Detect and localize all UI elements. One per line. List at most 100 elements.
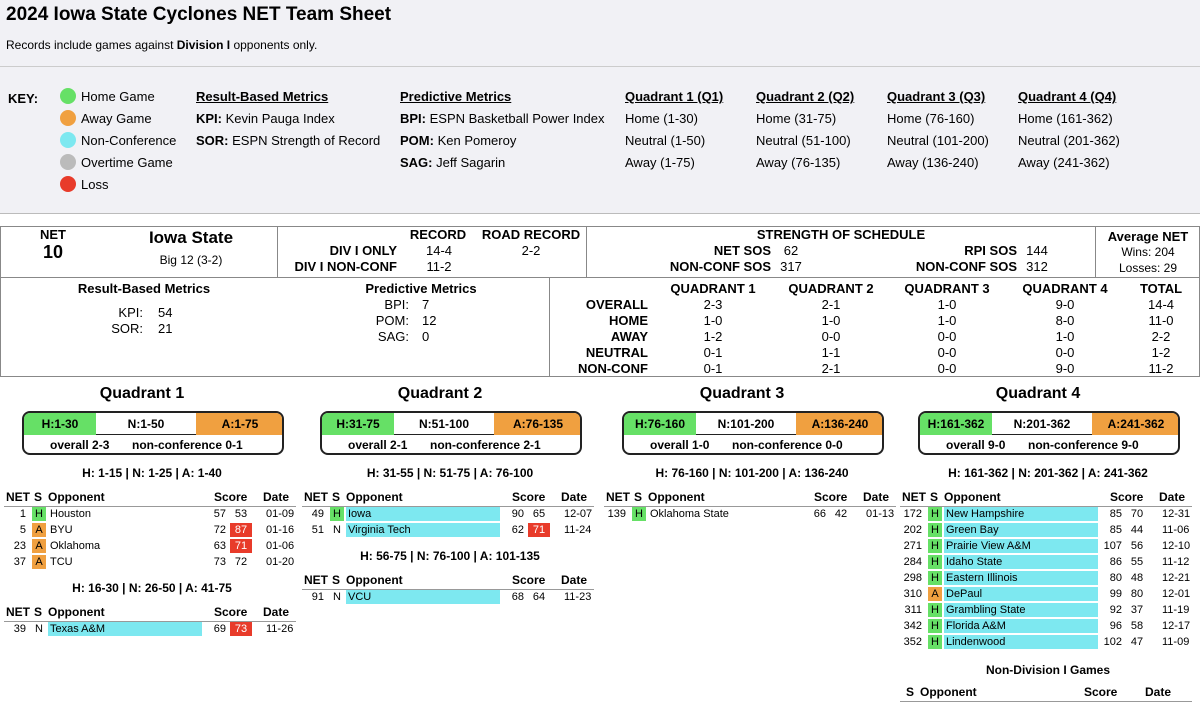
pill-nonconf: non-conference 0-1 bbox=[132, 438, 243, 452]
quad-table-cell: 9-0 bbox=[1055, 361, 1075, 376]
legend-dot bbox=[60, 132, 76, 148]
game-date: 11-06 bbox=[1162, 524, 1190, 536]
legend-label: Non-Conference bbox=[81, 133, 177, 148]
game-site-badge: H bbox=[928, 507, 942, 521]
pom-value: 12 bbox=[422, 313, 437, 328]
game-site-badge: H bbox=[928, 619, 942, 633]
pill-overall: overall 2-1 bbox=[348, 438, 408, 452]
game-row: 5 A BYU 72 87 01-16 bbox=[4, 523, 300, 537]
table-header-line bbox=[900, 701, 1192, 702]
col-opponent: Opponent bbox=[48, 605, 105, 619]
game-score-opponent: 37 bbox=[1130, 604, 1144, 616]
game-score-opponent: 64 bbox=[532, 591, 546, 603]
bpi-label: BPI: bbox=[384, 297, 409, 312]
legend-dot bbox=[60, 88, 76, 104]
nc-sos2-label: NON-CONF SOS bbox=[915, 259, 1017, 274]
legend-label: Loss bbox=[81, 177, 109, 192]
avg-net-label: Average NET bbox=[1107, 229, 1189, 244]
pill-home-range: H:76-160 bbox=[624, 413, 696, 435]
col-date: Date bbox=[561, 490, 588, 504]
table-header-line bbox=[900, 506, 1192, 507]
game-site-badge: H bbox=[928, 603, 942, 617]
game-score-team: 63 bbox=[213, 540, 226, 552]
legend-label: Away Game bbox=[81, 111, 152, 126]
col-net: NET bbox=[6, 490, 30, 504]
game-net-rank: 91 bbox=[311, 591, 324, 603]
game-site-badge: H bbox=[32, 507, 46, 521]
quad-table-cell: 0-0 bbox=[1055, 345, 1075, 360]
col-date: Date bbox=[1159, 490, 1186, 504]
quad-table-cell: 0-1 bbox=[703, 361, 723, 376]
game-date: 11-26 bbox=[266, 623, 294, 635]
pill-overall: overall 2-3 bbox=[50, 438, 110, 452]
game-opponent: Houston bbox=[50, 508, 91, 520]
group-header: H: 56-75 | N: 76-100 | A: 101-135 bbox=[360, 549, 540, 563]
game-net-rank: 342 bbox=[903, 620, 922, 632]
kpi-label: KPI: bbox=[118, 305, 143, 320]
game-site-badge: A bbox=[928, 587, 942, 601]
quad-table-cell: 9-0 bbox=[1055, 297, 1075, 312]
quad-table-row-label: NEUTRAL bbox=[585, 345, 648, 360]
game-opponent: Lindenwood bbox=[944, 635, 1098, 649]
game-score-opponent: 65 bbox=[532, 508, 546, 520]
game-score-team: 90 bbox=[511, 508, 524, 520]
game-date: 12-21 bbox=[1162, 572, 1191, 584]
group-header: H: 31-55 | N: 51-75 | A: 76-100 bbox=[366, 466, 534, 480]
col-score: Score bbox=[512, 490, 546, 504]
game-site-badge: H bbox=[632, 507, 646, 521]
game-site-badge: A bbox=[32, 555, 46, 569]
quad-table-cell: 2-2 bbox=[1151, 329, 1171, 344]
game-site-badge: H bbox=[928, 523, 942, 537]
col-score: Score bbox=[814, 490, 848, 504]
pill-nonconf: non-conference 9-0 bbox=[1028, 438, 1139, 452]
conference: Big 12 (3-2) bbox=[159, 253, 223, 267]
non-div-col-opponent: Opponent bbox=[920, 685, 977, 699]
quad-table-cell: 1-2 bbox=[1151, 345, 1171, 360]
game-score-opponent: 71 bbox=[230, 539, 252, 553]
table-header-line bbox=[4, 621, 296, 622]
quadrant-title: Quadrant 2 bbox=[397, 385, 483, 402]
game-date: 01-09 bbox=[266, 508, 295, 520]
game-opponent: DePaul bbox=[944, 587, 1098, 601]
game-opponent: Prairie View A&M bbox=[944, 539, 1098, 553]
game-site-badge: H bbox=[928, 571, 942, 585]
legend-label: Overtime Game bbox=[81, 155, 173, 170]
col-net: NET bbox=[304, 490, 328, 504]
game-opponent: Grambling State bbox=[944, 603, 1098, 617]
quad-table-cell: 2-1 bbox=[821, 297, 841, 312]
game-score-team: 80 bbox=[1109, 572, 1122, 584]
game-opponent: VCU bbox=[346, 590, 500, 604]
game-opponent: Florida A&M bbox=[944, 619, 1098, 633]
col-score: Score bbox=[214, 605, 248, 619]
game-row: 172 H New Hampshire 85 70 12-31 bbox=[900, 507, 1196, 521]
game-score-opponent: 42 bbox=[834, 508, 848, 520]
quad-table-cell: 0-0 bbox=[937, 329, 957, 344]
div1-value: 14-4 bbox=[425, 243, 453, 258]
col-net: NET bbox=[606, 490, 630, 504]
quadrant-title: Quadrant 4 bbox=[995, 385, 1081, 402]
quad-table-cell: 1-0 bbox=[703, 313, 723, 328]
game-score-team: 73 bbox=[213, 556, 226, 568]
game-score-team: 92 bbox=[1109, 604, 1122, 616]
table-header-line bbox=[604, 506, 896, 507]
game-opponent: Virginia Tech bbox=[346, 523, 500, 537]
game-opponent: Oklahoma bbox=[50, 540, 101, 552]
game-row: 352 H Lindenwood 102 47 11-09 bbox=[900, 635, 1196, 649]
legend-dot bbox=[60, 176, 76, 192]
game-opponent: New Hampshire bbox=[944, 507, 1098, 521]
col-s: S bbox=[332, 573, 341, 587]
quadrant-title: Quadrant 3 bbox=[699, 385, 785, 402]
game-score-opponent: 58 bbox=[1130, 620, 1144, 632]
non-div-col-score: Score bbox=[1084, 685, 1118, 699]
quad-table-row-label: OVERALL bbox=[585, 297, 648, 312]
pill-records: overall 1-0 non-conference 0-0 bbox=[624, 435, 882, 453]
non-div-header: Non-Division I Games bbox=[985, 663, 1111, 677]
game-opponent: BYU bbox=[50, 524, 73, 536]
quad-table-cell: 0-0 bbox=[821, 329, 841, 344]
game-score-team: 99 bbox=[1109, 588, 1122, 600]
game-score-opponent: 87 bbox=[230, 523, 252, 537]
col-net: NET bbox=[902, 490, 926, 504]
road-record-header: ROAD RECORD bbox=[481, 227, 581, 242]
quad-table-cell: 0-0 bbox=[937, 361, 957, 376]
game-net-rank: 172 bbox=[903, 508, 922, 520]
